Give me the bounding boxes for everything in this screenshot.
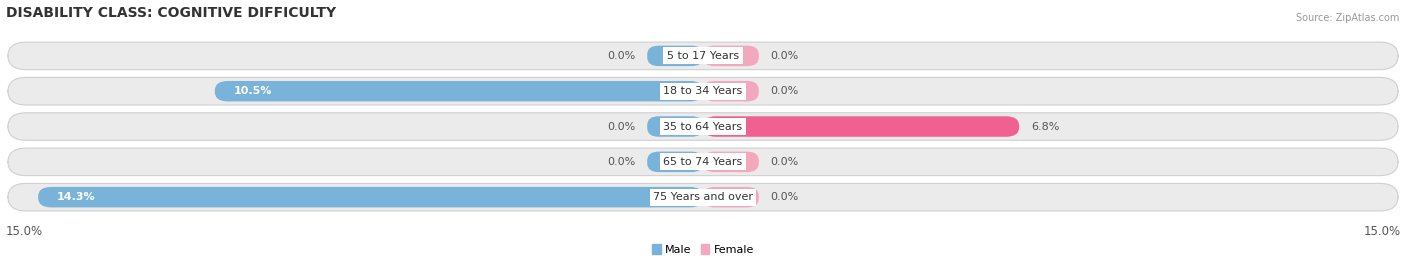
- Text: 65 to 74 Years: 65 to 74 Years: [664, 157, 742, 167]
- Text: 0.0%: 0.0%: [770, 86, 799, 96]
- Text: 15.0%: 15.0%: [6, 225, 42, 238]
- Text: 6.8%: 6.8%: [1031, 121, 1059, 132]
- FancyBboxPatch shape: [703, 152, 759, 172]
- Text: 14.3%: 14.3%: [56, 192, 96, 202]
- FancyBboxPatch shape: [215, 81, 703, 102]
- Text: 0.0%: 0.0%: [607, 51, 636, 61]
- FancyBboxPatch shape: [8, 77, 1398, 105]
- FancyBboxPatch shape: [647, 116, 703, 137]
- Legend: Male, Female: Male, Female: [647, 240, 759, 259]
- Text: 0.0%: 0.0%: [770, 51, 799, 61]
- FancyBboxPatch shape: [703, 116, 1019, 137]
- FancyBboxPatch shape: [8, 42, 1398, 70]
- Text: 0.0%: 0.0%: [607, 121, 636, 132]
- Text: 0.0%: 0.0%: [607, 157, 636, 167]
- Text: 5 to 17 Years: 5 to 17 Years: [666, 51, 740, 61]
- Text: 35 to 64 Years: 35 to 64 Years: [664, 121, 742, 132]
- Text: Source: ZipAtlas.com: Source: ZipAtlas.com: [1295, 13, 1399, 23]
- Text: 0.0%: 0.0%: [770, 157, 799, 167]
- FancyBboxPatch shape: [8, 183, 1398, 211]
- Text: DISABILITY CLASS: COGNITIVE DIFFICULTY: DISABILITY CLASS: COGNITIVE DIFFICULTY: [6, 6, 336, 20]
- Text: 10.5%: 10.5%: [233, 86, 271, 96]
- FancyBboxPatch shape: [647, 152, 703, 172]
- FancyBboxPatch shape: [703, 46, 759, 66]
- Text: 15.0%: 15.0%: [1364, 225, 1400, 238]
- Text: 0.0%: 0.0%: [770, 192, 799, 202]
- FancyBboxPatch shape: [8, 148, 1398, 176]
- FancyBboxPatch shape: [703, 187, 759, 207]
- FancyBboxPatch shape: [647, 46, 703, 66]
- Text: 75 Years and over: 75 Years and over: [652, 192, 754, 202]
- Text: 18 to 34 Years: 18 to 34 Years: [664, 86, 742, 96]
- FancyBboxPatch shape: [703, 81, 759, 102]
- FancyBboxPatch shape: [38, 187, 703, 207]
- FancyBboxPatch shape: [8, 113, 1398, 140]
